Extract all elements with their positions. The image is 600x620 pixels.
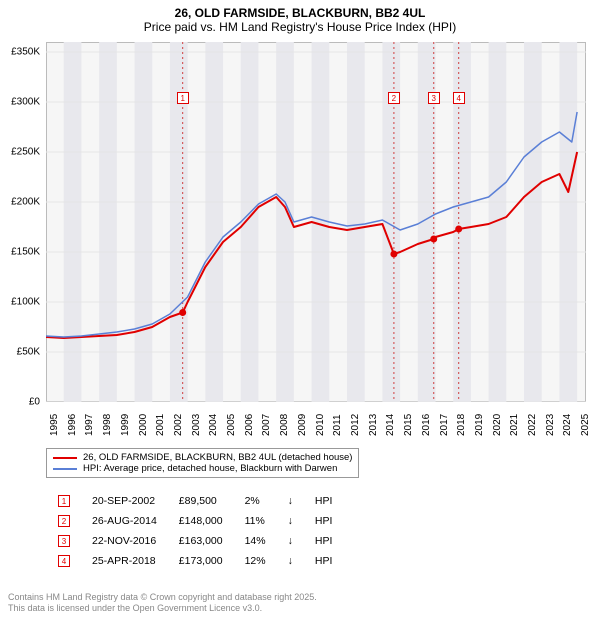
sale-price: £173,000 xyxy=(169,552,233,570)
sale-direction-icon: ↓ xyxy=(278,492,303,510)
sale-marker: 1 xyxy=(58,495,70,507)
x-tick-label: 2023 xyxy=(545,406,556,436)
chart-area: £0£50K£100K£150K£200K£250K£300K£350K1995… xyxy=(46,42,586,402)
x-tick-label: 1998 xyxy=(102,406,113,436)
plot-svg xyxy=(46,42,586,402)
y-tick-label: £0 xyxy=(0,397,40,408)
sale-price: £163,000 xyxy=(169,532,233,550)
x-tick-label: 1997 xyxy=(84,406,95,436)
x-tick-label: 1999 xyxy=(120,406,131,436)
x-tick-label: 2015 xyxy=(403,406,414,436)
sale-date: 22-NOV-2016 xyxy=(82,532,167,550)
legend-swatch xyxy=(53,468,77,470)
x-tick-label: 2007 xyxy=(261,406,272,436)
y-tick-label: £250K xyxy=(0,147,40,158)
x-tick-label: 1995 xyxy=(49,406,60,436)
sale-vs: HPI xyxy=(305,552,343,570)
sale-price: £148,000 xyxy=(169,512,233,530)
y-tick-label: £350K xyxy=(0,47,40,58)
x-tick-label: 2017 xyxy=(439,406,450,436)
x-tick-label: 2004 xyxy=(208,406,219,436)
sale-row: 3 22-NOV-2016£163,00014%↓HPI xyxy=(48,532,342,550)
chart-title-line1: 26, OLD FARMSIDE, BLACKBURN, BB2 4UL xyxy=(0,6,600,20)
legend-box: 26, OLD FARMSIDE, BLACKBURN, BB2 4UL (de… xyxy=(46,448,359,478)
sale-marker: 4 xyxy=(58,555,70,567)
x-tick-label: 2025 xyxy=(580,406,591,436)
x-tick-label: 2001 xyxy=(155,406,166,436)
sale-marker: 3 xyxy=(58,535,70,547)
chart-title-line2: Price paid vs. HM Land Registry's House … xyxy=(0,20,600,34)
x-tick-label: 2014 xyxy=(385,406,396,436)
x-tick-label: 2005 xyxy=(226,406,237,436)
sale-pct: 14% xyxy=(235,532,276,550)
y-tick-label: £300K xyxy=(0,97,40,108)
sale-date: 25-APR-2018 xyxy=(82,552,167,570)
x-tick-label: 2024 xyxy=(562,406,573,436)
footer-attribution: Contains HM Land Registry data © Crown c… xyxy=(8,592,317,615)
x-tick-label: 2002 xyxy=(173,406,184,436)
x-tick-label: 2011 xyxy=(332,406,343,436)
y-tick-label: £100K xyxy=(0,297,40,308)
x-tick-label: 2012 xyxy=(350,406,361,436)
chart-marker-3: 3 xyxy=(428,92,440,104)
sale-pct: 2% xyxy=(235,492,276,510)
sale-direction-icon: ↓ xyxy=(278,552,303,570)
legend-label: HPI: Average price, detached house, Blac… xyxy=(83,463,337,474)
sale-date: 26-AUG-2014 xyxy=(82,512,167,530)
legend-item: 26, OLD FARMSIDE, BLACKBURN, BB2 4UL (de… xyxy=(53,452,352,463)
sale-vs: HPI xyxy=(305,532,343,550)
y-tick-label: £200K xyxy=(0,197,40,208)
footer-line1: Contains HM Land Registry data © Crown c… xyxy=(8,592,317,603)
legend-label: 26, OLD FARMSIDE, BLACKBURN, BB2 4UL (de… xyxy=(83,452,352,463)
sale-pct: 12% xyxy=(235,552,276,570)
x-tick-label: 2003 xyxy=(191,406,202,436)
legend-swatch xyxy=(53,457,77,459)
sale-direction-icon: ↓ xyxy=(278,512,303,530)
sale-row: 2 26-AUG-2014£148,00011%↓HPI xyxy=(48,512,342,530)
x-tick-label: 2008 xyxy=(279,406,290,436)
sale-pct: 11% xyxy=(235,512,276,530)
sale-vs: HPI xyxy=(305,512,343,530)
legend-item: HPI: Average price, detached house, Blac… xyxy=(53,463,352,474)
chart-marker-2: 2 xyxy=(388,92,400,104)
x-tick-label: 2000 xyxy=(138,406,149,436)
x-tick-label: 2022 xyxy=(527,406,538,436)
x-tick-label: 1996 xyxy=(67,406,78,436)
chart-marker-4: 4 xyxy=(453,92,465,104)
chart-title-block: 26, OLD FARMSIDE, BLACKBURN, BB2 4UL Pri… xyxy=(0,0,600,36)
x-tick-label: 2019 xyxy=(474,406,485,436)
footer-line2: This data is licensed under the Open Gov… xyxy=(8,603,317,614)
x-tick-label: 2018 xyxy=(456,406,467,436)
sale-direction-icon: ↓ xyxy=(278,532,303,550)
chart-marker-1: 1 xyxy=(177,92,189,104)
x-tick-label: 2020 xyxy=(492,406,503,436)
x-tick-label: 2013 xyxy=(368,406,379,436)
x-tick-label: 2010 xyxy=(315,406,326,436)
sale-vs: HPI xyxy=(305,492,343,510)
sale-row: 1 20-SEP-2002£89,5002%↓HPI xyxy=(48,492,342,510)
sale-date: 20-SEP-2002 xyxy=(82,492,167,510)
x-tick-label: 2009 xyxy=(297,406,308,436)
y-tick-label: £150K xyxy=(0,247,40,258)
y-tick-label: £50K xyxy=(0,347,40,358)
x-tick-label: 2006 xyxy=(244,406,255,436)
sale-marker: 2 xyxy=(58,515,70,527)
x-tick-label: 2016 xyxy=(421,406,432,436)
sales-table: 120-SEP-2002£89,5002%↓HPI226-AUG-2014£14… xyxy=(46,490,344,572)
x-tick-label: 2021 xyxy=(509,406,520,436)
sale-price: £89,500 xyxy=(169,492,233,510)
sale-row: 4 25-APR-2018£173,00012%↓HPI xyxy=(48,552,342,570)
